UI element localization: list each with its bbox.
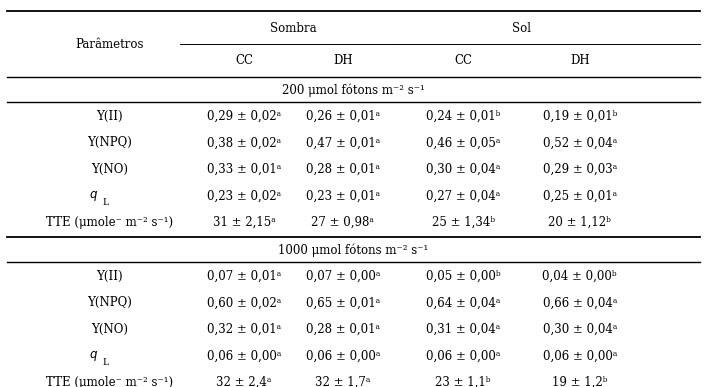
Text: 0,31 ± 0,04ᵃ: 0,31 ± 0,04ᵃ: [426, 323, 501, 336]
Text: 0,47 ± 0,01ᵃ: 0,47 ± 0,01ᵃ: [305, 136, 380, 149]
Text: 0,33 ± 0,01ᵃ: 0,33 ± 0,01ᵃ: [206, 163, 281, 176]
Text: 0,64 ± 0,04ᵃ: 0,64 ± 0,04ᵃ: [426, 296, 501, 309]
Text: 1000 μmol fótons m⁻² s⁻¹: 1000 μmol fótons m⁻² s⁻¹: [279, 243, 428, 257]
Text: 0,66 ± 0,04ᵃ: 0,66 ± 0,04ᵃ: [542, 296, 617, 309]
Text: 0,52 ± 0,04ᵃ: 0,52 ± 0,04ᵃ: [542, 136, 617, 149]
Text: 23 ± 1,1ᵇ: 23 ± 1,1ᵇ: [436, 376, 491, 387]
Text: 0,06 ± 0,00ᵃ: 0,06 ± 0,00ᵃ: [206, 349, 281, 362]
Text: DH: DH: [333, 54, 353, 67]
Text: $q$: $q$: [88, 349, 98, 363]
Text: 0,19 ± 0,01ᵇ: 0,19 ± 0,01ᵇ: [542, 110, 617, 123]
Text: Y(NPQ): Y(NPQ): [87, 296, 132, 309]
Text: DH: DH: [570, 54, 590, 67]
Text: Y(NO): Y(NO): [91, 323, 128, 336]
Text: 0,23 ± 0,01ᵃ: 0,23 ± 0,01ᵃ: [306, 189, 380, 202]
Text: CC: CC: [454, 54, 472, 67]
Text: 27 ± 0,98ᵃ: 27 ± 0,98ᵃ: [312, 216, 374, 229]
Text: Y(II): Y(II): [96, 270, 123, 283]
Text: 0,30 ± 0,04ᵃ: 0,30 ± 0,04ᵃ: [426, 163, 501, 176]
Text: 0,30 ± 0,04ᵃ: 0,30 ± 0,04ᵃ: [542, 323, 617, 336]
Text: Y(NPQ): Y(NPQ): [87, 136, 132, 149]
Text: 0,28 ± 0,01ᵃ: 0,28 ± 0,01ᵃ: [306, 323, 380, 336]
Text: 0,24 ± 0,01ᵇ: 0,24 ± 0,01ᵇ: [426, 110, 501, 123]
Text: 19 ± 1,2ᵇ: 19 ± 1,2ᵇ: [552, 376, 607, 387]
Text: 0,27 ± 0,04ᵃ: 0,27 ± 0,04ᵃ: [426, 189, 501, 202]
Text: 0,29 ± 0,03ᵃ: 0,29 ± 0,03ᵃ: [542, 163, 617, 176]
Text: 0,05 ± 0,00ᵇ: 0,05 ± 0,00ᵇ: [426, 270, 501, 283]
Text: 0,32 ± 0,01ᵃ: 0,32 ± 0,01ᵃ: [207, 323, 281, 336]
Text: 0,23 ± 0,02ᵃ: 0,23 ± 0,02ᵃ: [207, 189, 281, 202]
Text: 0,07 ± 0,00ᵃ: 0,07 ± 0,00ᵃ: [305, 270, 380, 283]
Text: 0,06 ± 0,00ᵃ: 0,06 ± 0,00ᵃ: [426, 349, 501, 362]
Text: TTE (μmole⁻ m⁻² s⁻¹): TTE (μmole⁻ m⁻² s⁻¹): [46, 376, 173, 387]
Text: 20 ± 1,12ᵇ: 20 ± 1,12ᵇ: [549, 216, 611, 229]
Text: 200 μmol fótons m⁻² s⁻¹: 200 μmol fótons m⁻² s⁻¹: [282, 83, 425, 97]
Text: Y(NO): Y(NO): [91, 163, 128, 176]
Text: 0,06 ± 0,00ᵃ: 0,06 ± 0,00ᵃ: [542, 349, 617, 362]
Text: Parâmetros: Parâmetros: [76, 38, 144, 51]
Text: 0,60 ± 0,02ᵃ: 0,60 ± 0,02ᵃ: [206, 296, 281, 309]
Text: 0,07 ± 0,01ᵃ: 0,07 ± 0,01ᵃ: [206, 270, 281, 283]
Text: Sombra: Sombra: [270, 22, 317, 35]
Text: CC: CC: [235, 54, 253, 67]
Text: 0,28 ± 0,01ᵃ: 0,28 ± 0,01ᵃ: [306, 163, 380, 176]
Text: 0,65 ± 0,01ᵃ: 0,65 ± 0,01ᵃ: [305, 296, 380, 309]
Text: Sol: Sol: [512, 22, 531, 35]
Text: 25 ± 1,34ᵇ: 25 ± 1,34ᵇ: [431, 216, 495, 229]
Text: 0,04 ± 0,00ᵇ: 0,04 ± 0,00ᵇ: [542, 270, 617, 283]
Text: 0,29 ± 0,02ᵃ: 0,29 ± 0,02ᵃ: [207, 110, 281, 123]
Text: 0,46 ± 0,05ᵃ: 0,46 ± 0,05ᵃ: [426, 136, 501, 149]
Text: 32 ± 2,4ᵃ: 32 ± 2,4ᵃ: [216, 376, 271, 387]
Text: $q$: $q$: [88, 189, 98, 203]
Text: 0,38 ± 0,02ᵃ: 0,38 ± 0,02ᵃ: [207, 136, 281, 149]
Text: L: L: [103, 358, 109, 367]
Text: 32 ± 1,7ᵃ: 32 ± 1,7ᵃ: [315, 376, 370, 387]
Text: 0,06 ± 0,00ᵃ: 0,06 ± 0,00ᵃ: [305, 349, 380, 362]
Text: L: L: [103, 198, 109, 207]
Text: 0,25 ± 0,01ᵃ: 0,25 ± 0,01ᵃ: [543, 189, 617, 202]
Text: 31 ± 2,15ᵃ: 31 ± 2,15ᵃ: [213, 216, 275, 229]
Text: TTE (μmole⁻ m⁻² s⁻¹): TTE (μmole⁻ m⁻² s⁻¹): [46, 216, 173, 229]
Text: 0,26 ± 0,01ᵃ: 0,26 ± 0,01ᵃ: [306, 110, 380, 123]
Text: Y(II): Y(II): [96, 110, 123, 123]
